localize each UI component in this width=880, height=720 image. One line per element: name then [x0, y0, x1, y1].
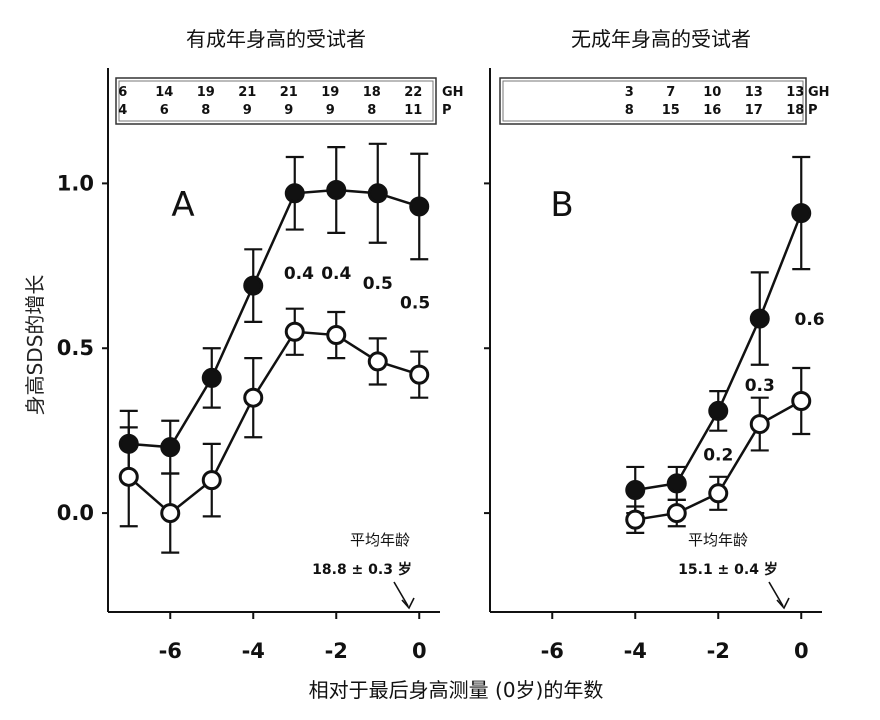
panel-a-title: 有成年身高的受试者 [186, 27, 366, 51]
count-p: 11 [404, 103, 422, 118]
filled-series-point [625, 480, 646, 501]
count-p: 9 [284, 103, 293, 118]
count-p: 4 [118, 103, 127, 118]
count-p: 8 [367, 103, 376, 118]
open-series-point [666, 503, 687, 524]
mean-age-label: 平均年龄 [688, 531, 748, 549]
count-gh: 19 [197, 85, 215, 100]
count-gh: 19 [321, 85, 339, 100]
difference-label: 0.2 [703, 445, 733, 465]
count-p: 15 [662, 103, 680, 118]
filled-series-point [666, 473, 687, 494]
count-gh: 10 [703, 85, 721, 100]
open-series-point [791, 390, 812, 411]
filled-series-point [326, 179, 347, 200]
filled-series-point [160, 437, 181, 458]
filled-series-point [243, 275, 264, 296]
difference-label: 0.5 [363, 274, 393, 294]
mean-age-value: 18.8 ± 0.3 岁 [312, 561, 412, 578]
x-tick-label: -4 [624, 639, 647, 663]
difference-label: 0.6 [794, 310, 824, 330]
panel-a-letter: A [171, 185, 194, 225]
count-gh: 22 [404, 85, 422, 100]
count-p: 17 [745, 103, 763, 118]
x-tick-label: 0 [794, 639, 809, 663]
open-series-point [160, 503, 181, 524]
count-row-label-p: P [442, 103, 452, 118]
count-p: 9 [243, 103, 252, 118]
count-gh: 13 [745, 85, 763, 100]
panel-b-plot: -6 -4 -2 0 3 8 7 15 10 16 13 17 13 18 GH P 0.2 0.3 0.6 平均年龄… [484, 68, 830, 663]
open-series-point [118, 466, 139, 487]
count-p: 16 [703, 103, 721, 118]
panel-a: 有成年身高的受试者 A [171, 27, 366, 225]
count-row-label-gh: GH [442, 85, 464, 100]
y-axis-label: 身高SDS的增长 [23, 275, 47, 416]
counts-box [499, 77, 807, 125]
y-tick-label: 0.0 [57, 501, 94, 525]
counts-box-inner [118, 80, 434, 122]
filled-series-point [284, 183, 305, 204]
filled-series-point [118, 433, 139, 454]
difference-label: 0.3 [745, 376, 775, 396]
counts-box-inner [502, 80, 804, 122]
count-p: 8 [201, 103, 210, 118]
open-series-point [409, 364, 430, 385]
filled-series-point [749, 308, 770, 329]
filled-series-point [201, 367, 222, 388]
count-p: 6 [160, 103, 169, 118]
mean-age-value: 15.1 ± 0.4 岁 [678, 561, 778, 578]
open-series-point [243, 387, 264, 408]
count-p: 8 [625, 103, 634, 118]
mean-age-arrow-head [401, 597, 415, 610]
open-series-point [367, 351, 388, 372]
mean-age-label: 平均年龄 [350, 531, 410, 549]
filled-series-point [409, 196, 430, 217]
x-tick-label: -6 [159, 639, 182, 663]
filled-series-line [128, 188, 420, 449]
count-gh: 3 [625, 85, 634, 100]
difference-label: 0.4 [284, 264, 314, 284]
count-row-label-p: P [808, 103, 818, 118]
panel-b-title: 无成年身高的受试者 [571, 27, 751, 51]
panel-b: 无成年身高的受试者 B [550, 27, 751, 225]
panel-a-plot: 0.0 0.5 1.0 -6 -4 -2 0 6 4 14 6 19 8 21 9 21 9 19 9 18 8 22 11… [57, 68, 464, 663]
open-series-point [201, 470, 222, 491]
count-gh: 6 [118, 85, 127, 100]
open-series-point [708, 483, 729, 504]
panel-b-letter: B [550, 185, 573, 225]
x-tick-label: -2 [325, 639, 348, 663]
count-row-label-gh: GH [808, 85, 830, 100]
filled-series-point [708, 400, 729, 421]
open-series-point [749, 414, 770, 435]
count-gh: 21 [280, 85, 298, 100]
mean-age-arrow [768, 581, 784, 607]
mean-age-arrow [393, 581, 409, 607]
x-axis-label: 相对于最后身高测量 (0岁)的年数 [309, 678, 604, 702]
chart-marks: 0.0 0.5 1.0 -6 -4 -2 0 6 4 14 6 19 8 21 9 21 9 19 9 18 8 22 11… [57, 68, 830, 663]
filled-series-point [791, 203, 812, 224]
difference-label: 0.5 [400, 294, 430, 314]
y-tick-label: 0.5 [57, 336, 94, 360]
count-gh: 18 [363, 85, 381, 100]
counts-box [115, 77, 437, 125]
count-gh: 7 [666, 85, 675, 100]
filled-series-point [367, 183, 388, 204]
difference-label: 0.4 [321, 264, 351, 284]
count-gh: 14 [155, 85, 173, 100]
x-tick-label: 0 [412, 639, 427, 663]
x-tick-label: -6 [541, 639, 564, 663]
count-p: 18 [786, 103, 804, 118]
mean-age-arrow-head [776, 597, 790, 610]
y-tick-label: 1.0 [57, 171, 94, 195]
count-gh: 13 [786, 85, 804, 100]
open-series-point [326, 325, 347, 346]
open-series-point [625, 509, 646, 530]
x-tick-label: -4 [242, 639, 265, 663]
count-gh: 21 [238, 85, 256, 100]
x-tick-label: -2 [707, 639, 730, 663]
count-p: 9 [326, 103, 335, 118]
open-series-point [284, 321, 305, 342]
